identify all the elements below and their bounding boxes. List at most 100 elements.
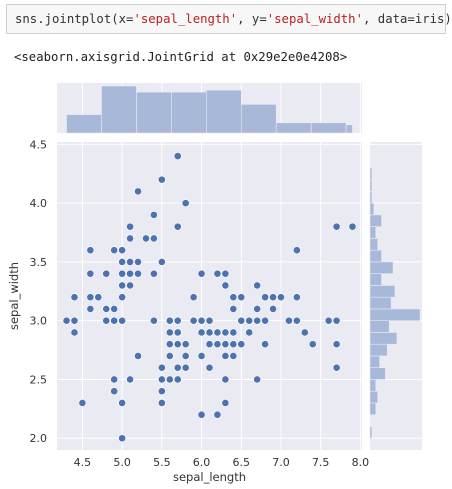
x-hist-bar	[310, 122, 347, 134]
x-tick-label: 7.0	[272, 456, 290, 469]
scatter-point	[118, 281, 127, 290]
scatter-point	[94, 293, 103, 302]
scatter-point	[134, 258, 142, 266]
y-hist-bar	[369, 261, 394, 274]
scatter-point	[205, 363, 214, 372]
scatter-point	[78, 399, 87, 407]
scatter-point	[205, 340, 214, 349]
scatter-point	[157, 258, 166, 266]
y-tick-label: 4.0	[30, 197, 48, 210]
x-hist-bar	[275, 122, 312, 134]
scatter-point	[197, 316, 206, 325]
scatter-point	[102, 305, 111, 313]
y-axis-label: sepal_width	[7, 262, 21, 330]
scatter-point	[221, 352, 230, 360]
y-hist-bar	[369, 402, 377, 416]
scatter-point	[165, 352, 174, 360]
y-tick-label: 3.0	[30, 315, 48, 328]
scatter-point	[269, 293, 277, 302]
code-cell[interactable]: sns.jointplot(x='sepal_length', y='sepal…	[6, 4, 452, 34]
scatter-point	[213, 328, 222, 337]
x-tick-label: 5.0	[113, 456, 131, 469]
y-hist-bar	[369, 390, 378, 404]
x-tick-label: 5.5	[153, 456, 171, 469]
scatter-point	[237, 293, 246, 302]
scatter-background	[57, 142, 362, 450]
x-axis-label: sepal_length	[173, 470, 246, 484]
scatter-point	[126, 222, 134, 231]
scatter-point	[70, 293, 79, 302]
y-hist-bar	[369, 320, 390, 333]
scatter-point	[348, 222, 357, 231]
scatter-point	[237, 340, 246, 349]
scatter-point	[118, 293, 127, 302]
scatter-point	[165, 340, 174, 349]
y-hist-bar	[369, 179, 373, 192]
y-hist-bar	[369, 367, 386, 380]
scatter-point	[221, 375, 230, 384]
x-hist-bar	[136, 91, 172, 134]
y-hist-bar	[369, 308, 421, 321]
scatter-point	[173, 328, 182, 337]
scatter-point	[157, 375, 166, 384]
scatter-point	[134, 352, 142, 360]
y-hist-bar	[369, 332, 398, 345]
scatter-point	[118, 269, 127, 278]
y-hist-bar	[369, 214, 382, 227]
y-tick-label: 2.5	[30, 373, 48, 386]
scatter-point	[189, 316, 198, 325]
scatter-point	[253, 305, 262, 313]
code-suffix: , data=iris)	[363, 12, 452, 26]
scatter-point	[181, 352, 190, 360]
scatter-point	[86, 246, 95, 255]
scatter-point	[62, 316, 71, 325]
y-marginal-histogram	[369, 142, 422, 450]
scatter-point	[110, 375, 119, 384]
y-hist-bar	[369, 249, 382, 263]
x-hist-bar	[240, 104, 277, 134]
scatter-point	[269, 305, 277, 313]
scatter-point	[221, 340, 230, 349]
scatter-point	[181, 340, 190, 349]
scatter-point	[150, 269, 158, 278]
scatter-point	[118, 258, 127, 266]
scatter-point	[221, 269, 230, 278]
scatter-point	[110, 316, 119, 325]
y-hist-bar	[369, 273, 382, 286]
scatter-point	[118, 316, 127, 325]
scatter-point	[253, 281, 262, 290]
scatter-point	[142, 234, 150, 243]
scatter-point	[213, 410, 222, 419]
scatter-point	[118, 399, 127, 407]
scatter-point	[332, 222, 341, 231]
scatter-point	[181, 363, 190, 372]
x-tick-label: 4.5	[74, 456, 92, 469]
scatter-point	[110, 305, 119, 313]
scatter-point	[237, 316, 246, 325]
scatter-point	[245, 328, 254, 337]
scatter-point	[173, 375, 182, 384]
y-hist-bar	[369, 226, 377, 239]
scatter-point	[197, 352, 206, 360]
scatter-point	[150, 234, 158, 243]
scatter-point	[70, 316, 79, 325]
y-tick-label: 2.0	[30, 432, 48, 445]
scatter-point	[229, 293, 238, 302]
y-hist-bar	[369, 167, 373, 180]
scatter-point	[173, 222, 182, 231]
scatter-point	[173, 363, 182, 372]
scatter-point	[173, 316, 182, 325]
scatter-point	[181, 199, 190, 208]
scatter-point	[205, 328, 214, 337]
scatter-panel: 4.5 5.0 5.5 6.0 6.5 7.0 7.5 8.0 2.0 2.5 3.0 3.5 4.0 4…	[30, 138, 370, 469]
scatter-point	[332, 316, 341, 325]
scatter-point	[205, 316, 214, 325]
scatter-point	[126, 258, 134, 266]
y-hist-bar	[369, 202, 375, 216]
scatter-point	[292, 293, 301, 302]
scatter-point	[173, 152, 182, 161]
y-hist-bar	[369, 191, 373, 204]
code-x-arg: 'sepal_length'	[133, 12, 238, 26]
code-mid: , y=	[237, 12, 267, 26]
scatter-point	[70, 328, 79, 337]
